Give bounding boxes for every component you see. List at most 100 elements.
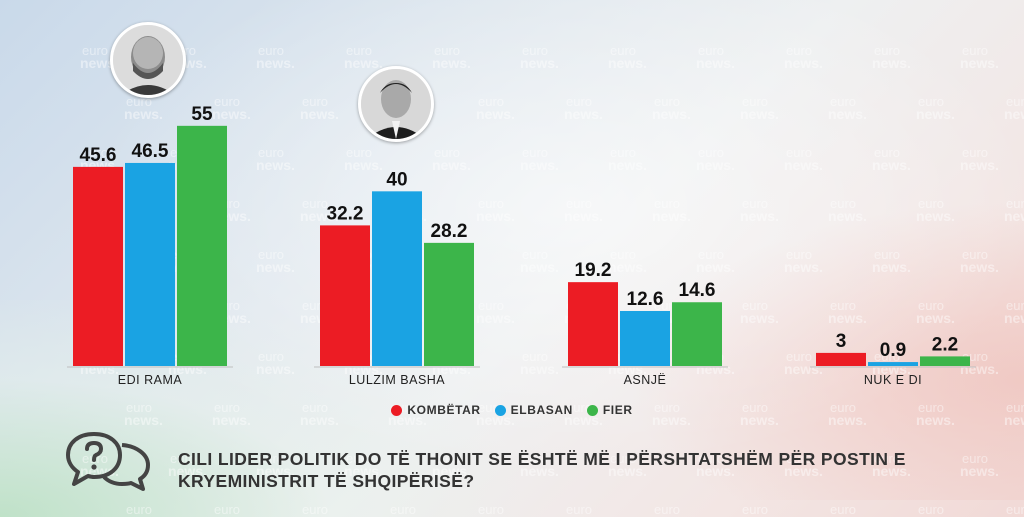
svg-text:euro: euro xyxy=(786,247,812,262)
svg-text:news.: news. xyxy=(564,106,603,122)
svg-text:euro: euro xyxy=(82,43,108,58)
svg-text:euro: euro xyxy=(962,145,988,160)
svg-text:news.: news. xyxy=(476,106,515,122)
svg-text:euro: euro xyxy=(126,400,152,415)
svg-text:news.: news. xyxy=(608,259,647,275)
svg-text:euro: euro xyxy=(346,451,372,466)
svg-text:euro: euro xyxy=(522,43,548,58)
svg-text:euro: euro xyxy=(566,502,592,517)
svg-text:news.: news. xyxy=(828,106,867,122)
value-label: 46.5 xyxy=(132,141,169,162)
value-label: 2.2 xyxy=(932,334,958,355)
svg-text:news.: news. xyxy=(740,106,779,122)
svg-text:news.: news. xyxy=(960,463,999,479)
svg-text:euro: euro xyxy=(786,43,812,58)
svg-text:news.: news. xyxy=(784,259,823,275)
svg-text:news.: news. xyxy=(476,208,515,224)
svg-text:euro: euro xyxy=(566,94,592,109)
svg-text:news.: news. xyxy=(564,412,603,428)
svg-text:euro: euro xyxy=(786,349,812,364)
bar-fier-4 xyxy=(920,356,970,366)
svg-text:euro: euro xyxy=(434,43,460,58)
svg-text:euro: euro xyxy=(1006,502,1024,517)
svg-text:news.: news. xyxy=(476,412,515,428)
bar-kombtar-4 xyxy=(816,352,866,366)
svg-text:news.: news. xyxy=(608,157,647,173)
svg-text:euro: euro xyxy=(1006,196,1024,211)
svg-text:euro: euro xyxy=(346,43,372,58)
svg-text:news.: news. xyxy=(828,208,867,224)
svg-text:news.: news. xyxy=(740,412,779,428)
svg-text:euro: euro xyxy=(874,247,900,262)
svg-text:euro: euro xyxy=(786,451,812,466)
svg-text:euro: euro xyxy=(874,451,900,466)
svg-text:euro: euro xyxy=(962,247,988,262)
value-label: 45.6 xyxy=(80,145,117,166)
svg-text:euro: euro xyxy=(698,247,724,262)
svg-text:news.: news. xyxy=(828,310,867,326)
value-label: 55 xyxy=(191,104,213,125)
question-chat-icon xyxy=(66,432,150,491)
legend-dot-elbasan xyxy=(494,404,506,416)
svg-text:euro: euro xyxy=(830,298,856,313)
svg-text:euro: euro xyxy=(698,145,724,160)
svg-text:news.: news. xyxy=(608,55,647,71)
svg-text:news.: news. xyxy=(520,55,559,71)
legend-dot-kombetar xyxy=(391,404,403,416)
legend-item-fier: FIER xyxy=(586,403,633,417)
svg-text:euro: euro xyxy=(918,502,944,517)
svg-text:news.: news. xyxy=(520,361,559,377)
survey-question-line1: CILI LIDER POLITIK DO TË THONIT SE ËSHTË… xyxy=(178,449,906,469)
svg-text:euro: euro xyxy=(522,145,548,160)
svg-text:euro: euro xyxy=(742,196,768,211)
svg-text:euro: euro xyxy=(742,502,768,517)
svg-text:euro: euro xyxy=(170,451,196,466)
svg-text:news.: news. xyxy=(828,412,867,428)
svg-text:news.: news. xyxy=(520,259,559,275)
svg-text:euro: euro xyxy=(610,451,636,466)
svg-text:euro: euro xyxy=(434,451,460,466)
svg-text:euro: euro xyxy=(258,145,284,160)
bar-kombtar-2 xyxy=(320,225,370,366)
svg-text:news.: news. xyxy=(696,463,735,479)
svg-text:euro: euro xyxy=(478,196,504,211)
svg-text:news.: news. xyxy=(872,463,911,479)
svg-text:euro: euro xyxy=(302,502,328,517)
svg-text:news.: news. xyxy=(916,514,955,517)
svg-text:euro: euro xyxy=(258,451,284,466)
svg-text:news.: news. xyxy=(916,208,955,224)
bar-elbasan-2 xyxy=(372,191,422,366)
svg-text:news.: news. xyxy=(388,514,427,517)
svg-text:euro: euro xyxy=(522,349,548,364)
svg-text:news.: news. xyxy=(740,208,779,224)
svg-text:euro: euro xyxy=(214,94,240,109)
svg-text:euro: euro xyxy=(610,145,636,160)
svg-text:news.: news. xyxy=(256,55,295,71)
svg-text:news.: news. xyxy=(872,55,911,71)
svg-text:news.: news. xyxy=(652,412,691,428)
svg-text:news.: news. xyxy=(960,157,999,173)
